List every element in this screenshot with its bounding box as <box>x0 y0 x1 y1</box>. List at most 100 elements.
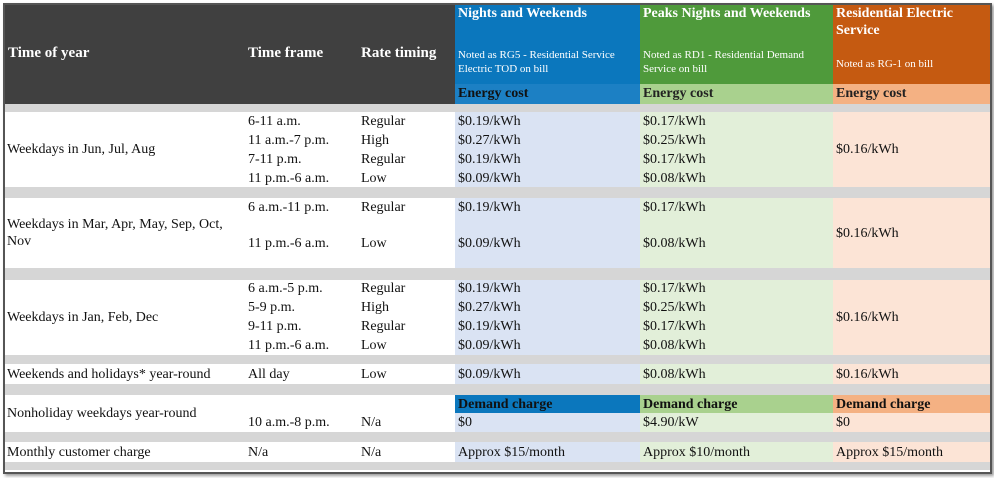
rate-timing: Regular <box>361 152 406 167</box>
plan-name: Nights and Weekends <box>458 6 587 21</box>
nights-weekends-cost: $0.09/kWh <box>458 171 521 186</box>
row-left <box>5 280 455 355</box>
rate-timing: Regular <box>361 281 406 296</box>
row-plan-cell <box>640 280 833 355</box>
peaks-cost: $0.17/kWh <box>643 319 706 334</box>
rate-timing: Regular <box>361 200 406 215</box>
peaks-cost: Approx $10/month <box>643 445 750 460</box>
peaks-cost: $0.08/kWh <box>643 171 706 186</box>
peaks-cost: $0.17/kWh <box>643 200 706 215</box>
row-plan-cell <box>455 112 640 187</box>
nights-weekends-cost: $0.09/kWh <box>458 338 521 353</box>
nights-weekends-cost: $0.09/kWh <box>458 236 521 251</box>
column-header: Time of year <box>8 45 90 61</box>
row-label: Nonholiday weekdays year-round <box>7 395 243 432</box>
residential-cost-text: $0.16/kWh <box>836 225 899 241</box>
rate-timing: Low <box>361 367 387 382</box>
row-label: Weekdays in Mar, Apr, May, Sep, Oct, Nov <box>7 198 243 268</box>
row-label: Weekdays in Jan, Feb, Dec <box>7 280 243 355</box>
row-plan-cell <box>833 442 990 462</box>
nights-weekends-cost: $0.19/kWh <box>458 200 521 215</box>
row-left <box>5 442 455 462</box>
nights-weekends-cost: $0 <box>458 415 472 430</box>
nights-weekends-cost: $0.19/kWh <box>458 114 521 129</box>
plan-note: Noted as RG-1 on bill <box>836 58 934 70</box>
peaks-cost: $4.90/kW <box>643 415 699 430</box>
plan-note: Noted as RG5 - Residential Service Elect… <box>458 49 615 75</box>
energy-label: Energy cost <box>836 86 907 101</box>
header-band <box>5 5 455 104</box>
demand-label: Demand charge <box>458 397 553 412</box>
row-left <box>5 112 455 187</box>
column-header: Time frame <box>248 45 324 61</box>
residential-cost: $0.16/kWh <box>836 280 899 355</box>
row-label-text: Weekdays in Jan, Feb, Dec <box>7 310 159 325</box>
row-plan-cell <box>833 112 990 187</box>
demand-label: Demand charge <box>836 397 931 412</box>
row-plan-cell <box>640 112 833 187</box>
nights-weekends-cost: Approx $15/month <box>458 445 565 460</box>
row-label: Weekends and holidays* year-round <box>7 364 243 384</box>
plan-header <box>640 5 833 84</box>
residential-cost-text: $0.16/kWh <box>836 142 899 157</box>
plan-header <box>833 5 990 84</box>
residential-cost: $0.16/kWh <box>836 198 899 268</box>
row-plan-cell <box>833 198 990 268</box>
rate-timing: High <box>361 300 389 315</box>
time-frame: 11 p.m.-6 a.m. <box>248 236 330 251</box>
plan-note: Noted as RD1 - Residential Demand Servic… <box>643 49 804 75</box>
demand-header <box>833 395 990 413</box>
residential-cost: $0.16/kWh <box>836 112 899 187</box>
residential-cost-text: Approx $15/month <box>836 444 943 460</box>
row-label-text: Nonholiday weekdays year-round <box>7 406 197 421</box>
energy-label: Energy cost <box>458 86 529 101</box>
row-plan-cell <box>833 280 990 355</box>
energy-header <box>833 84 990 104</box>
residential-cost: $0.16/kWh <box>836 364 899 384</box>
rate-timing: Regular <box>361 319 406 334</box>
energy-header <box>640 84 833 104</box>
time-frame: 11 p.m.-6 a.m. <box>248 171 330 186</box>
rate-timing: Low <box>361 236 387 251</box>
energy-label: Energy cost <box>643 86 714 101</box>
peaks-cost: $0.08/kWh <box>643 236 706 251</box>
rate-timing: N/a <box>361 445 382 460</box>
row-left <box>5 198 455 268</box>
energy-header <box>455 84 640 104</box>
rate-timing: Low <box>361 338 387 353</box>
row-plan-cell <box>640 364 833 384</box>
row-plan-cell <box>455 280 640 355</box>
peaks-cost: $0.17/kWh <box>643 281 706 296</box>
time-frame: 6 a.m.-5 p.m. <box>248 281 323 296</box>
plan-header <box>455 5 640 84</box>
rate-timing: High <box>361 133 389 148</box>
row-plan-cell <box>640 198 833 268</box>
time-frame: 6-11 a.m. <box>248 114 301 129</box>
peaks-cost: $0.25/kWh <box>643 133 706 148</box>
plan-name: Peaks Nights and Weekends <box>643 6 811 21</box>
row-left <box>5 364 455 384</box>
nights-weekends-cost: $0.19/kWh <box>458 319 521 334</box>
row-label: Weekdays in Jun, Jul, Aug <box>7 112 243 187</box>
peaks-cost: $0.08/kWh <box>643 367 706 382</box>
nights-weekends-cost: $0.27/kWh <box>458 300 521 315</box>
row-plan-cell <box>640 442 833 462</box>
column-header: Rate timing <box>361 45 437 61</box>
plan-name: Residential Electric Service <box>836 6 954 38</box>
residential-cost-text: $0.16/kWh <box>836 310 899 325</box>
nights-weekends-cost: $0.09/kWh <box>458 367 521 382</box>
time-frame: 7-11 p.m. <box>248 152 302 167</box>
rate-timing: Regular <box>361 114 406 129</box>
demand-header <box>455 395 640 413</box>
residential-cost-text: $0 <box>836 415 850 430</box>
time-frame: 10 a.m.-8 p.m. <box>248 415 330 430</box>
time-frame: 6 a.m.-11 p.m. <box>248 200 330 215</box>
peaks-cost: $0.08/kWh <box>643 338 706 353</box>
nights-weekends-cost: $0.27/kWh <box>458 133 521 148</box>
time-frame: 9-11 p.m. <box>248 319 302 334</box>
peaks-cost: $0.17/kWh <box>643 152 706 167</box>
row-label-text: Monthly customer charge <box>7 444 151 460</box>
row-label: Monthly customer charge <box>7 442 243 462</box>
demand-header <box>640 395 833 413</box>
